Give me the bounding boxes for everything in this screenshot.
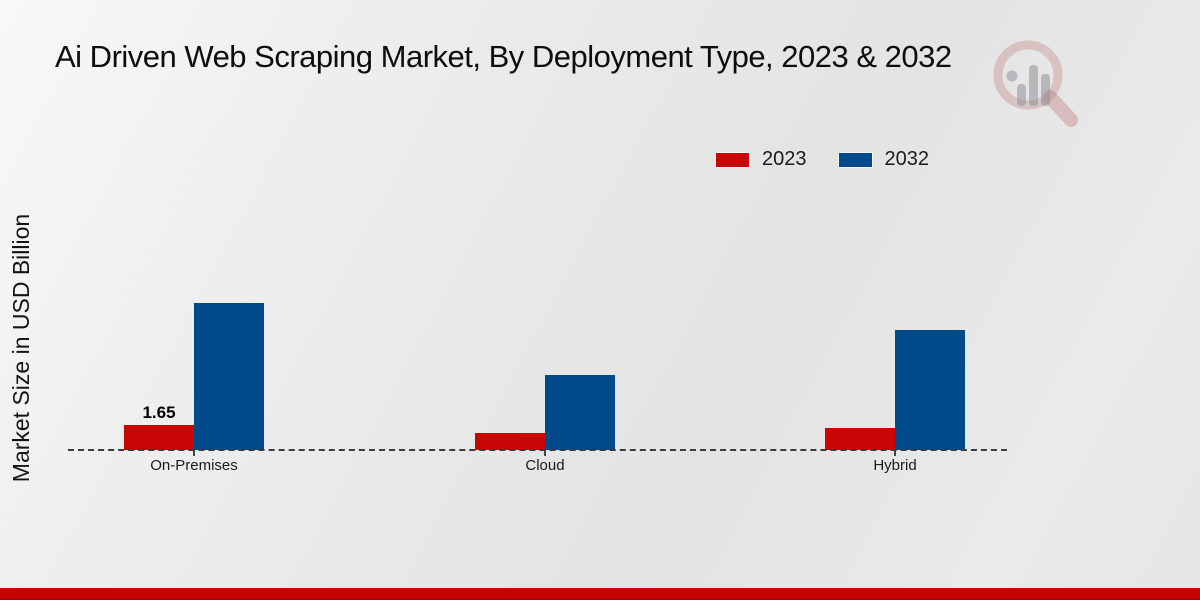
category-label-on-premises: On-Premises	[150, 457, 238, 474]
x-axis-tick	[894, 450, 896, 456]
legend-item-2032: 2032	[838, 148, 930, 171]
y-axis-label: Market Size in USD Billion	[8, 213, 34, 483]
bar-2023-hybrid	[825, 428, 895, 450]
legend-item-2023: 2023	[716, 148, 807, 171]
bar-2032-on-premises	[194, 303, 264, 450]
bar-value-label: 1.65	[142, 403, 176, 422]
category-label-hybrid: Hybrid	[873, 457, 917, 474]
x-axis-tick	[193, 450, 195, 456]
bar-2032-hybrid	[895, 330, 965, 450]
legend-swatch-icon	[716, 152, 749, 167]
chart-title: Ai Driven Web Scraping Market, By Deploy…	[55, 39, 952, 74]
bar-2023-on-premises	[124, 425, 194, 450]
bar-2032-cloud	[545, 375, 615, 450]
chart-legend: 2023 2032	[716, 148, 929, 171]
legend-swatch-icon	[838, 152, 872, 167]
legend-label: 2023	[762, 148, 807, 170]
category-label-cloud: Cloud	[525, 457, 565, 474]
bottom-accent-bar	[0, 588, 1200, 600]
magnifier-logo-watermark-icon	[993, 40, 1078, 127]
x-axis-baseline	[68, 449, 1007, 451]
bar-2023-cloud	[475, 433, 545, 450]
x-axis-tick	[544, 450, 546, 456]
legend-label: 2032	[884, 148, 930, 170]
